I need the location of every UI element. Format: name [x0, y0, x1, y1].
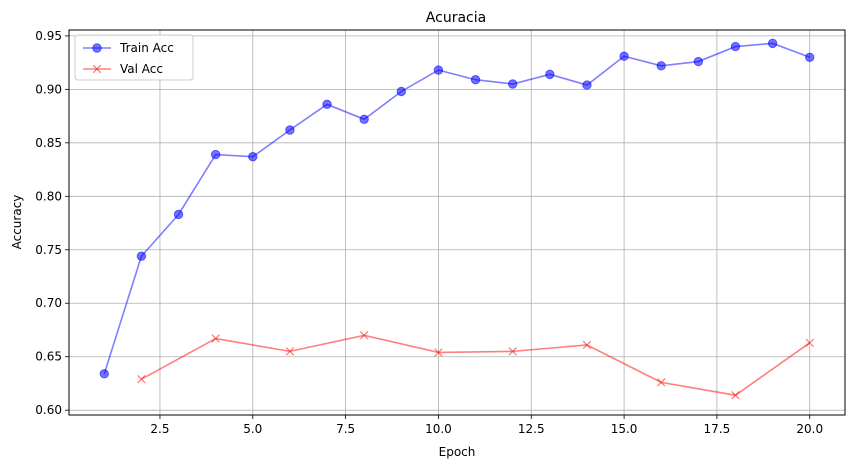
val-acc-line	[141, 334, 811, 397]
y-tick-label: 0.60	[35, 403, 62, 417]
legend: Train Acc Val Acc	[74, 34, 194, 81]
x-tick-label: 2.5	[150, 422, 169, 436]
train-acc-point	[322, 99, 332, 110]
y-tick-label: 0.65	[35, 350, 62, 364]
train-acc-point	[582, 80, 592, 90]
legend-train-acc-label: Train Acc	[119, 41, 174, 55]
grid	[69, 30, 845, 415]
val-acc-point	[508, 347, 517, 356]
x-tick-label: 7.5	[336, 422, 355, 436]
val-acc-point	[359, 331, 369, 340]
val-acc-point	[285, 347, 295, 356]
train-acc-point	[359, 114, 369, 124]
val-acc-point	[656, 378, 666, 387]
x-tick-label: 12.5	[518, 422, 545, 436]
train-acc-point	[99, 369, 109, 379]
y-axis-label: Accuracy	[10, 195, 24, 250]
x-tick-label: 17.5	[704, 422, 731, 436]
y-tick-label: 0.85	[35, 136, 62, 150]
train-acc-point	[656, 61, 666, 71]
train-acc-point	[136, 251, 147, 261]
legend-val-acc-marker	[92, 64, 102, 74]
train-acc-point	[767, 38, 778, 49]
ticks: 2.5 5.0 7.5 10.0 12.5 15.0 17.5 20.0 0.60 0.65 0.7…	[35, 29, 823, 436]
x-tick-label: 5.0	[243, 422, 262, 436]
val-acc-point	[582, 340, 592, 350]
y-tick-label: 0.90	[35, 82, 62, 96]
train-acc-point	[396, 86, 407, 97]
train-acc-point	[433, 65, 444, 75]
val-acc-point	[434, 348, 443, 357]
val-acc-point	[211, 334, 220, 343]
train-acc-point	[693, 56, 704, 67]
val-acc-point	[731, 390, 740, 400]
plot-frame	[68, 29, 846, 416]
series-layer	[99, 38, 815, 400]
train-acc-point	[470, 75, 481, 85]
train-acc-point	[805, 52, 815, 62]
y-tick-label: 0.95	[35, 29, 62, 43]
train-acc-point	[507, 79, 518, 89]
y-tick-label: 0.80	[35, 189, 62, 203]
x-tick-label: 10.0	[425, 422, 452, 436]
x-axis-label: Epoch	[439, 445, 476, 459]
legend-val-acc-label: Val Acc	[120, 62, 163, 76]
train-acc-point	[173, 209, 184, 220]
x-tick-label: 20.0	[796, 422, 823, 436]
train-acc-point	[619, 51, 629, 61]
train-acc-point	[210, 149, 221, 160]
train-acc-point	[285, 125, 295, 135]
y-tick-label: 0.70	[35, 296, 62, 310]
val-acc-point	[805, 338, 814, 348]
x-tick-label: 15.0	[611, 422, 638, 436]
chart-title: Acuracia	[426, 10, 486, 26]
train-acc-point	[545, 69, 555, 80]
y-tick-label: 0.75	[35, 243, 62, 257]
val-acc-point	[137, 374, 146, 384]
legend-train-acc-marker	[92, 43, 102, 53]
train-acc-line	[103, 42, 811, 375]
train-acc-point	[730, 41, 741, 52]
train-acc-point	[248, 152, 258, 162]
